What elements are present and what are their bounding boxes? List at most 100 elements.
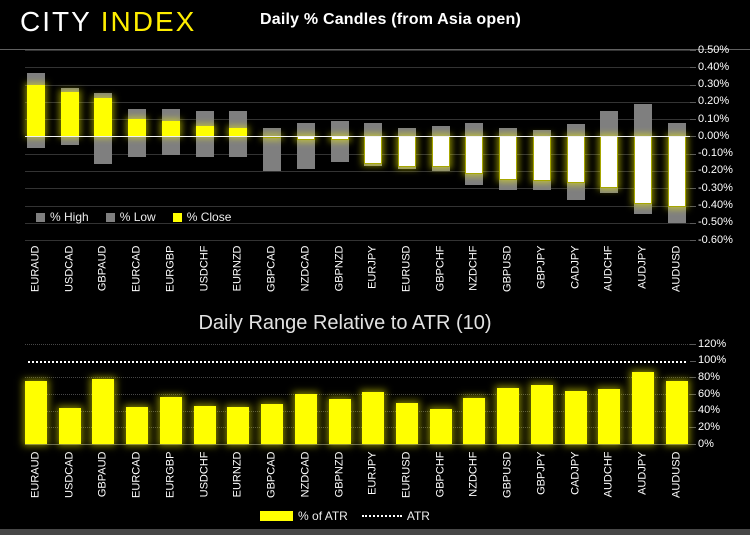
x-axis-label: EURUSD (400, 245, 413, 292)
gridline (25, 119, 690, 121)
candle-high-bar (296, 122, 315, 137)
candle-high-bar (600, 110, 619, 137)
candle-close-bar (634, 136, 652, 204)
logo-index-text: INDEX (100, 6, 197, 37)
candle-high-bar (431, 126, 450, 137)
candle-close-bar (566, 136, 585, 183)
y-axis-tick (690, 427, 696, 429)
x-axis-label: EURJPY (366, 451, 379, 495)
x-axis-label: CADJPY (569, 245, 581, 289)
candle-high-bar (465, 122, 484, 137)
atr-percent-bar (261, 404, 283, 444)
legend-swatch (260, 511, 294, 521)
atr-percent-bar (598, 389, 621, 444)
candle-high-bar (634, 103, 652, 137)
x-axis-label: EURGBP (164, 451, 177, 498)
gridline (25, 240, 690, 241)
candle-close-bar (94, 98, 113, 137)
legend-item: % Low (105, 210, 156, 224)
x-axis-label: CADJPY (569, 451, 581, 495)
y-axis-label: 0% (698, 437, 714, 450)
y-axis-tick (690, 410, 696, 412)
atr-percent-bar (294, 394, 317, 444)
x-axis-label: GBPCHF (434, 451, 447, 498)
x-axis-label: EURJPY (366, 245, 379, 289)
atr-reference-line (28, 360, 686, 363)
candle-close-bar (499, 136, 518, 180)
x-axis-label: EURAUD (29, 245, 42, 292)
atr-chart-plot (25, 344, 690, 445)
x-axis-label: AUDCHF (602, 245, 615, 292)
candle-low-bar (229, 136, 248, 158)
y-axis-tick (690, 50, 696, 51)
gridline (25, 410, 690, 412)
atr-percent-bar (92, 379, 115, 444)
x-axis-label: EURNZD (231, 451, 244, 498)
candle-high-bar (397, 127, 416, 137)
logo-city-text: CITY (20, 6, 92, 37)
candle-high-bar (499, 127, 518, 137)
y-axis-label: 20% (698, 420, 721, 433)
y-axis-label: 60% (698, 387, 721, 400)
candle-close-bar (465, 136, 484, 175)
y-axis-tick (690, 84, 696, 86)
y-axis-tick (690, 205, 696, 207)
candle-low-bar (60, 136, 79, 145)
x-axis-label: EURCAD (130, 451, 143, 498)
gridline (25, 84, 690, 86)
x-axis-label: USDCHF (198, 451, 211, 498)
gridline (25, 222, 690, 224)
atr-chart-title: Daily Range Relative to ATR (10) (198, 312, 492, 334)
candle-close-bar (161, 120, 180, 137)
atr-percent-bar (497, 388, 520, 444)
candle-close-bar (27, 84, 45, 137)
x-axis-label: AUDUSD (670, 451, 683, 498)
atr-percent-bar (463, 398, 486, 444)
gridline (25, 188, 690, 190)
x-axis-label: EURGBP (164, 245, 177, 292)
x-axis-label: NZDCAD (299, 451, 312, 498)
gridline (25, 170, 690, 172)
x-axis-label: EURCAD (130, 245, 143, 292)
gridline (25, 67, 690, 69)
legend-item: % of ATR (260, 509, 348, 523)
candle-high-bar (263, 127, 281, 137)
gridline (25, 377, 690, 379)
candle-high-bar (330, 120, 349, 137)
candle-high-bar (364, 122, 383, 137)
x-axis-label: USDCHF (198, 245, 211, 292)
atr-percent-bar (632, 372, 654, 444)
x-axis-label: GBPAUD (96, 245, 109, 292)
legend-item: ATR (361, 509, 430, 523)
x-axis-label: NZDCHF (467, 245, 480, 291)
y-axis-label: -0.10% (698, 147, 733, 160)
y-axis-tick (690, 101, 696, 103)
x-axis-label: GBPCHF (434, 245, 447, 292)
candle-high-bar (667, 122, 686, 137)
candle-close-bar (600, 136, 619, 189)
candle-high-bar (532, 129, 551, 137)
gridline (25, 50, 690, 51)
x-axis-label: AUDJPY (636, 245, 649, 289)
atr-percent-bar (665, 380, 688, 444)
y-axis-tick (690, 119, 696, 121)
x-axis-label: EURUSD (400, 451, 413, 498)
legend-swatch (36, 212, 45, 222)
atr-percent-bar (362, 391, 385, 444)
y-axis-tick (690, 170, 696, 172)
x-axis-label: USDCAD (63, 245, 76, 292)
atr-percent-bar (564, 390, 587, 444)
y-axis-label: 0.00% (698, 129, 730, 142)
x-axis-label: GBPAUD (96, 451, 109, 498)
gridline (25, 153, 690, 155)
x-axis-label: AUDJPY (636, 451, 649, 495)
y-axis-label: -0.20% (698, 164, 733, 177)
x-axis-label: GBPUSD (501, 245, 514, 292)
x-axis-label: GBPUSD (501, 451, 514, 498)
candle-close-bar (229, 127, 248, 137)
x-axis-label: EURAUD (29, 451, 42, 498)
legend-item: % High (36, 210, 89, 224)
candle-close-bar (195, 126, 214, 137)
footer-bar (0, 529, 750, 535)
y-axis-tick (690, 222, 696, 224)
